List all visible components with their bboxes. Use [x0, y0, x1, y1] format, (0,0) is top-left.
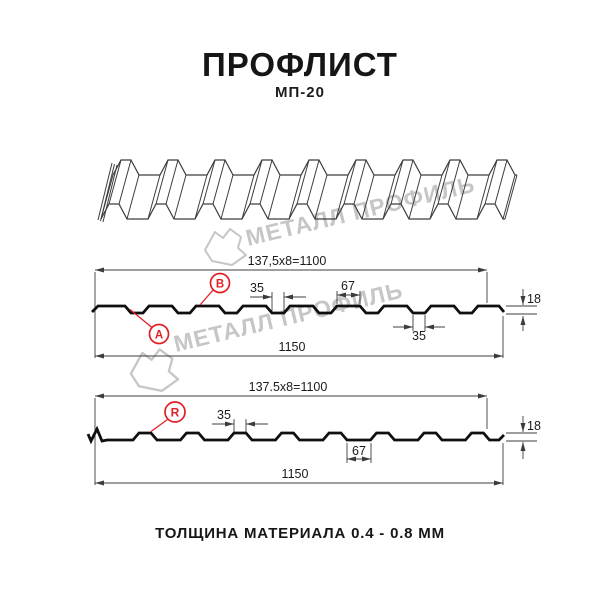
dim-overall-width-label: 1150 — [279, 340, 306, 354]
sheet-3d-view — [97, 159, 518, 223]
side-a-label: A — [155, 330, 163, 342]
drawing-line — [455, 174, 469, 220]
drawing-line — [447, 159, 461, 205]
page-title: ПРОФЛИСТ — [202, 46, 398, 83]
drawing-line — [155, 159, 169, 205]
drawing-line — [267, 174, 281, 220]
dim-crest-width-label: 35 — [217, 408, 231, 422]
drawing-line — [108, 159, 122, 205]
drawing-line — [361, 174, 375, 220]
side-r-marker — [164, 401, 186, 423]
drawing-line — [296, 159, 310, 205]
side-r-label: R — [171, 406, 180, 420]
drawing-line — [382, 174, 396, 220]
drawing-line — [118, 159, 132, 205]
leader-line — [129, 308, 153, 329]
drawing-line — [484, 159, 498, 205]
drawing-line — [476, 174, 490, 220]
dim-height-label: 18 — [527, 292, 541, 306]
drawing-line — [165, 159, 179, 205]
profile-outline — [91, 304, 506, 315]
drawing-line — [314, 174, 328, 220]
drawing-line — [249, 159, 263, 205]
leader-line — [150, 418, 168, 433]
drawing-line — [343, 159, 357, 205]
leader-line — [199, 289, 214, 306]
drawing-line — [126, 174, 140, 220]
drawing-line — [429, 174, 443, 220]
drawing-line — [288, 174, 302, 220]
drawing-line — [102, 164, 118, 223]
drawing-line — [173, 174, 187, 220]
drawing-line — [241, 174, 255, 220]
side-b-marker — [209, 272, 231, 294]
drawing-line — [502, 174, 516, 220]
drawing-line — [259, 159, 273, 205]
profile-outline — [86, 425, 505, 445]
dim-crest-width-label: 35 — [250, 281, 264, 295]
drawing-line — [306, 159, 320, 205]
drawing-line — [86, 425, 505, 445]
drawing-line — [91, 304, 506, 315]
side-b-label: B — [216, 279, 224, 291]
drawing-line — [335, 174, 349, 220]
drawing-line — [390, 159, 404, 205]
drawing-line — [504, 174, 518, 220]
material-thickness-note: ТОЛЩИНА МАТЕРИАЛА 0.4 - 0.8 ММ — [155, 525, 445, 542]
drawing-line — [97, 162, 113, 221]
drawing-line — [220, 174, 234, 220]
drawing-line — [112, 159, 517, 176]
dim-overall-width-label: 1150 — [282, 467, 309, 481]
side-a-marker — [148, 323, 170, 345]
drawing-line — [400, 159, 414, 205]
dim-flat-width-label: 67 — [341, 279, 355, 293]
drawing-line — [437, 159, 451, 205]
dim-bottom-width-label: 35 — [412, 329, 426, 343]
dim-working-width-label: 137,5x8=1100 — [248, 254, 327, 268]
drawing-line — [408, 174, 422, 220]
drawing-line — [494, 159, 508, 205]
drawing-line — [100, 203, 505, 220]
cross-section-top: 137,5x8=1100 35 67 18 35 1150 — [91, 254, 541, 359]
drawing-line — [194, 174, 208, 220]
drawing-line — [100, 163, 115, 222]
dim-flat-width-label: 67 — [352, 444, 366, 458]
dim-working-width-label: 137.5x8=1100 — [249, 380, 328, 394]
cross-section-bottom: 137.5x8=1100 35 67 18 1150 R — [86, 380, 541, 486]
metall-profil-logo-icon — [204, 228, 247, 266]
dim-height-label: 18 — [527, 419, 541, 433]
drawing-line — [353, 159, 367, 205]
profile-model-subtitle: МП-20 — [275, 84, 325, 101]
drawing-line — [212, 159, 226, 205]
drawing-line — [147, 174, 161, 220]
drawing-line — [202, 159, 216, 205]
